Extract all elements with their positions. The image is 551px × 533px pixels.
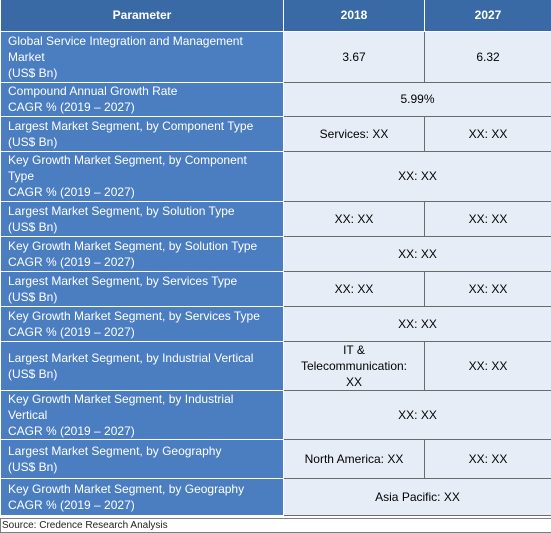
value-line: IT & xyxy=(343,342,365,357)
value-2027-cell: XX: XX xyxy=(424,200,551,237)
parameter-cell: Largest Market Segment, by Component Typ… xyxy=(0,115,284,152)
header-2027: 2027 xyxy=(424,0,551,32)
parameter-line: Compound Annual Growth Rate xyxy=(8,84,178,98)
parameter-line: Largest Market Segment, by Services Type xyxy=(8,273,238,288)
merged-value-cell: 5.99% xyxy=(283,81,551,117)
parameter-line: CAGR % (2019 – 2027) xyxy=(8,185,135,199)
parameter-cell: Key Growth Market Segment, by Component T… xyxy=(0,150,284,202)
value-2018-cell: 3.67 xyxy=(283,30,425,83)
table-row: Largest Market Segment, by Geography (US$… xyxy=(0,438,551,479)
merged-value-cell: XX: XX xyxy=(283,305,551,342)
market-summary-table: Parameter 2018 2027 Global Service Integ… xyxy=(0,0,551,516)
parameter-line: (US$ Bn) xyxy=(8,65,58,80)
parameter-line: Key Growth Market Segment, by Geography xyxy=(8,481,245,496)
parameter-line: CAGR % (2019 – 2027) xyxy=(8,324,135,339)
source-note: Source: Credence Research Analysis xyxy=(0,518,551,533)
parameter-line: (US$ Bn) xyxy=(8,134,58,149)
value-2027-cell: XX: XX xyxy=(424,270,551,307)
parameter-cell: Key Growth Market Segment, by Industrial… xyxy=(0,389,284,440)
parameter-line: Market xyxy=(8,49,45,64)
table-row: Key Growth Market Segment, by Component T… xyxy=(0,150,551,202)
parameter-line: Largest Market Segment, by Solution Type xyxy=(8,203,235,218)
parameter-cell: Key Growth Market Segment, by Geography C… xyxy=(0,477,284,516)
table-row: Largest Market Segment, by Component Typ… xyxy=(0,115,551,152)
parameter-line: Type xyxy=(8,169,35,183)
parameter-cell: Key Growth Market Segment, by Solution T… xyxy=(0,235,284,272)
parameter-line: (US$ Bn) xyxy=(8,459,58,474)
table-row: Key Growth Market Segment, by Industrial… xyxy=(0,389,551,440)
parameter-line: Key Growth Market Segment, by Industrial xyxy=(8,391,234,406)
value-2018-cell: XX: XX xyxy=(283,200,425,237)
value-2018-cell: Services: XX xyxy=(283,115,425,152)
parameter-cell: Largest Market Segment, by Geography (US$… xyxy=(0,438,284,479)
table-row: Largest Market Segment, by Industrial Ve… xyxy=(0,340,551,391)
parameter-line: (US$ Bn) xyxy=(8,219,58,234)
parameter-line: Global Service Integration and Managemen… xyxy=(8,33,243,48)
table-row: Key Growth Market Segment, by Solution T… xyxy=(0,235,551,272)
parameter-line: CAGR % (2019 – 2027) xyxy=(8,254,135,269)
table-row: Global Service Integration and Managemen… xyxy=(0,30,551,83)
table-row: Compound Annual Growth Rate CAGR % (2019 … xyxy=(0,81,551,117)
parameter-line: Key Growth Market Segment, by Solution T… xyxy=(8,238,258,253)
value-2027-cell: XX: XX xyxy=(424,438,551,479)
header-parameter: Parameter xyxy=(0,0,284,32)
value-2018-cell: IT & Telecommunication: XX xyxy=(283,340,425,391)
parameter-line: Largest Market Segment, by Geography xyxy=(8,443,222,458)
value-2027-cell: XX: XX xyxy=(424,115,551,152)
header-row: Parameter 2018 2027 xyxy=(0,0,551,32)
value-2018-cell: North America: XX xyxy=(283,438,425,479)
table-row: Largest Market Segment, by Services Type… xyxy=(0,270,551,307)
table-row: Key Growth Market Segment, by Geography C… xyxy=(0,477,551,516)
value-2027-cell: 6.32 xyxy=(424,30,551,83)
parameter-line: Vertical xyxy=(8,407,48,422)
header-2018: 2018 xyxy=(283,0,425,32)
parameter-line: CAGR % (2019 – 2027) xyxy=(8,100,135,114)
table-body: Global Service Integration and Managemen… xyxy=(0,30,551,516)
parameter-line: Largest Market Segment, by Component Typ… xyxy=(8,118,254,133)
parameter-cell: Key Growth Market Segment, by Services T… xyxy=(0,305,284,342)
table-row: Largest Market Segment, by Solution Type… xyxy=(0,200,551,237)
table-row: Key Growth Market Segment, by Services T… xyxy=(0,305,551,342)
parameter-line: Largest Market Segment, by Industrial Ve… xyxy=(8,350,254,365)
parameter-cell: Largest Market Segment, by Services Type… xyxy=(0,270,284,307)
parameter-line: CAGR % (2019 – 2027) xyxy=(8,423,135,438)
value-2018-cell: XX: XX xyxy=(283,270,425,307)
parameter-cell: Compound Annual Growth Rate CAGR % (2019 … xyxy=(0,81,284,117)
parameter-line: CAGR % (2019 – 2027) xyxy=(8,497,135,512)
merged-value-cell: Asia Pacific: XX xyxy=(283,477,551,516)
parameter-cell: Largest Market Segment, by Solution Type… xyxy=(0,200,284,237)
value-line: XX xyxy=(345,374,362,389)
value-line: Telecommunication: xyxy=(300,358,408,373)
parameter-line: (US$ Bn) xyxy=(8,289,58,304)
merged-value-cell: XX: XX xyxy=(283,235,551,272)
value-2027-cell: XX: XX xyxy=(424,340,551,391)
merged-value-cell: XX: XX xyxy=(283,150,551,202)
parameter-line: Key Growth Market Segment, by Services T… xyxy=(8,308,260,323)
parameter-line: (US$ Bn) xyxy=(8,366,58,381)
merged-value-cell: XX: XX xyxy=(283,389,551,440)
parameter-line: Key Growth Market Segment, by Component xyxy=(8,153,247,167)
parameter-cell: Global Service Integration and Managemen… xyxy=(0,30,284,83)
parameter-cell: Largest Market Segment, by Industrial Ve… xyxy=(0,340,284,391)
